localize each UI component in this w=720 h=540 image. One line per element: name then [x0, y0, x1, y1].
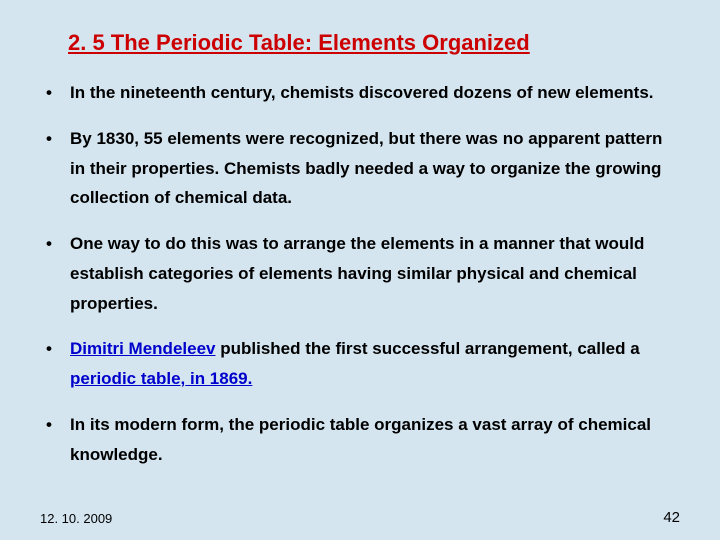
link-year[interactable]: in 1869.	[185, 369, 252, 388]
link-periodic-table[interactable]: periodic table,	[70, 369, 185, 388]
bullet-item: One way to do this was to arrange the el…	[40, 229, 680, 318]
bullet-text: published the first successful arrangeme…	[216, 339, 640, 358]
bullet-item: In its modern form, the periodic table o…	[40, 410, 680, 470]
bullet-item: In the nineteenth century, chemists disc…	[40, 78, 680, 108]
slide: 2. 5 The Periodic Table: Elements Organi…	[0, 0, 720, 540]
link-mendeleev[interactable]: Dimitri Mendeleev	[70, 339, 216, 358]
bullet-item: By 1830, 55 elements were recognized, bu…	[40, 124, 680, 213]
footer-date: 12. 10. 2009	[40, 511, 112, 526]
slide-title: 2. 5 The Periodic Table: Elements Organi…	[68, 30, 680, 56]
footer-page-number: 42	[663, 509, 680, 526]
bullet-list: In the nineteenth century, chemists disc…	[40, 78, 680, 469]
bullet-item: Dimitri Mendeleev published the first su…	[40, 334, 680, 394]
